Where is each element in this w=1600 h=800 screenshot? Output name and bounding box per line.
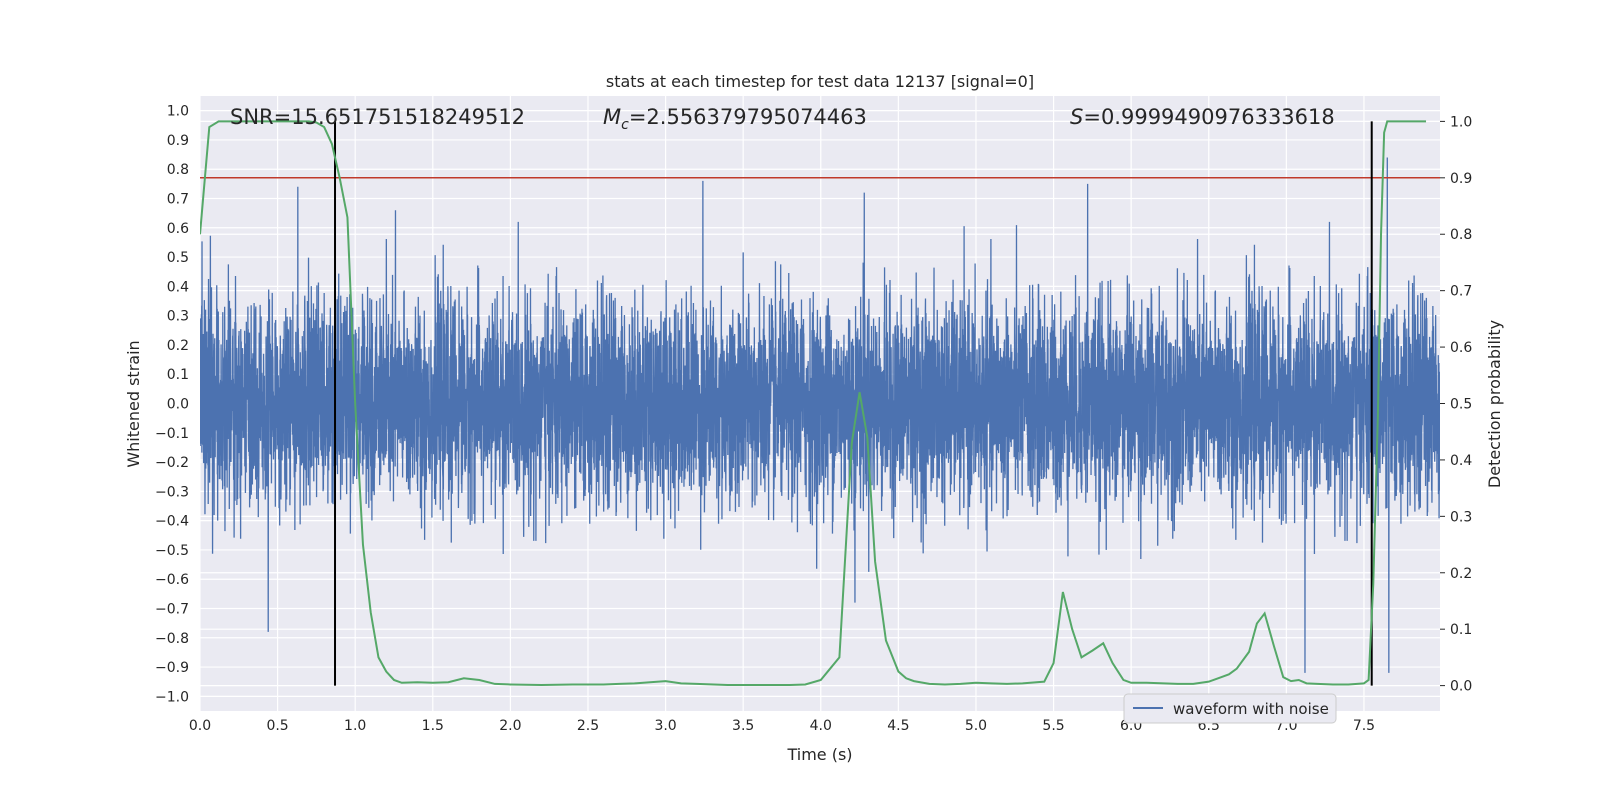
- y-tick-label: −0.4: [155, 514, 189, 530]
- y-tick-label: 0.3: [167, 309, 189, 325]
- y2-tick-label: 0.1: [1450, 622, 1472, 638]
- y-tick-label: 0.4: [167, 279, 189, 295]
- vertical-markers: [334, 121, 1373, 686]
- score-annotation: S=0.9999490976333618: [1070, 105, 1335, 129]
- x-tick-label: 2.5: [577, 718, 599, 734]
- y2-tick-label: 0.9: [1450, 171, 1472, 187]
- x-tick-label: 1.0: [344, 718, 366, 734]
- y2-axis-label: Detection probability: [1485, 320, 1504, 488]
- detection-probability-line: [200, 120, 1427, 687]
- x-tick-label: 4.0: [810, 718, 832, 734]
- y2-tick-label: 0.4: [1450, 453, 1472, 469]
- s-value: =0.9999490976333618: [1083, 105, 1334, 129]
- y-axis-ticks: −1.0 −0.9 −0.8 −0.7 −0.6 −0.5 −0.4 −0.3 −0.2 −0.1…: [155, 104, 189, 706]
- waveform-series: [200, 157, 1440, 673]
- y2-tick-label: 1.0: [1450, 114, 1472, 130]
- y2-tick-label: 0.8: [1450, 227, 1472, 243]
- y2-tick-label: 0.5: [1450, 397, 1472, 413]
- x-tick-label: 2.0: [499, 718, 521, 734]
- y2-tick-label: 0.6: [1450, 340, 1472, 356]
- x-tick-label: 5.0: [965, 718, 987, 734]
- snr-annotation: SNR=15.651751518249512: [230, 105, 525, 129]
- x-tick-label: 4.5: [887, 718, 909, 734]
- x-tick-label: 5.5: [1042, 718, 1064, 734]
- mc-subscript: c: [621, 117, 629, 133]
- chart-title: stats at each timestep for test data 121…: [606, 72, 1034, 91]
- x-tick-label: 7.5: [1353, 718, 1375, 734]
- y-axis-label: Whitened strain: [124, 340, 143, 467]
- y-tick-label: −0.5: [155, 543, 189, 559]
- y2-axis-ticks: 0.0 0.1 0.2 0.3 0.4 0.5 0.6 0.7 0.8 0.9 1.0: [1440, 114, 1472, 695]
- legend-box: [1123, 693, 1337, 724]
- y-tick-label: 0.5: [167, 250, 189, 266]
- y-tick-label: 0.1: [167, 367, 189, 383]
- y-tick-label: −0.8: [155, 631, 189, 647]
- y-tick-label: 0.6: [167, 221, 189, 237]
- y-tick-label: 0.8: [167, 162, 189, 178]
- x-axis-label: Time (s): [786, 745, 852, 764]
- y-tick-label: −0.7: [155, 602, 189, 618]
- y-tick-label: −0.3: [155, 484, 189, 500]
- s-symbol: S: [1070, 105, 1083, 129]
- legend-label: waveform with noise: [1173, 700, 1329, 718]
- x-tick-label: 0.5: [266, 718, 288, 734]
- y-tick-label: 0.9: [167, 133, 189, 149]
- y-tick-label: −0.1: [155, 426, 189, 442]
- y2-tick-label: 0.2: [1450, 566, 1472, 582]
- x-tick-label: 3.5: [732, 718, 754, 734]
- y-tick-label: 0.7: [167, 192, 189, 208]
- waveform-line: [200, 157, 1440, 673]
- mc-symbol: M: [603, 105, 621, 129]
- y-tick-label: −0.2: [155, 455, 189, 471]
- y-tick-label: −1.0: [155, 689, 189, 705]
- y2-tick-label: 0.0: [1450, 679, 1472, 695]
- x-axis-ticks: 0.0 0.5 1.0 1.5 2.0 2.5 3.0 3.5 4.0 4.5 5.0 5.5 6.0 6…: [189, 718, 1375, 734]
- y-tick-label: 0.2: [167, 338, 189, 354]
- chirp-mass-annotation: Mc=2.556379795074463: [603, 105, 867, 133]
- mc-value: =2.556379795074463: [629, 105, 867, 129]
- y-tick-label: −0.9: [155, 660, 189, 676]
- x-tick-label: 0.0: [189, 718, 211, 734]
- y-tick-label: 1.0: [167, 104, 189, 120]
- y-tick-label: −0.6: [155, 572, 189, 588]
- x-tick-label: 1.5: [422, 718, 444, 734]
- y2-tick-label: 0.7: [1450, 284, 1472, 300]
- detection-probability-series: [200, 120, 1427, 687]
- legend: waveform with noise: [1123, 693, 1337, 724]
- x-tick-label: 3.0: [654, 718, 676, 734]
- y2-tick-label: 0.3: [1450, 509, 1472, 525]
- y-tick-label: 0.0: [167, 397, 189, 413]
